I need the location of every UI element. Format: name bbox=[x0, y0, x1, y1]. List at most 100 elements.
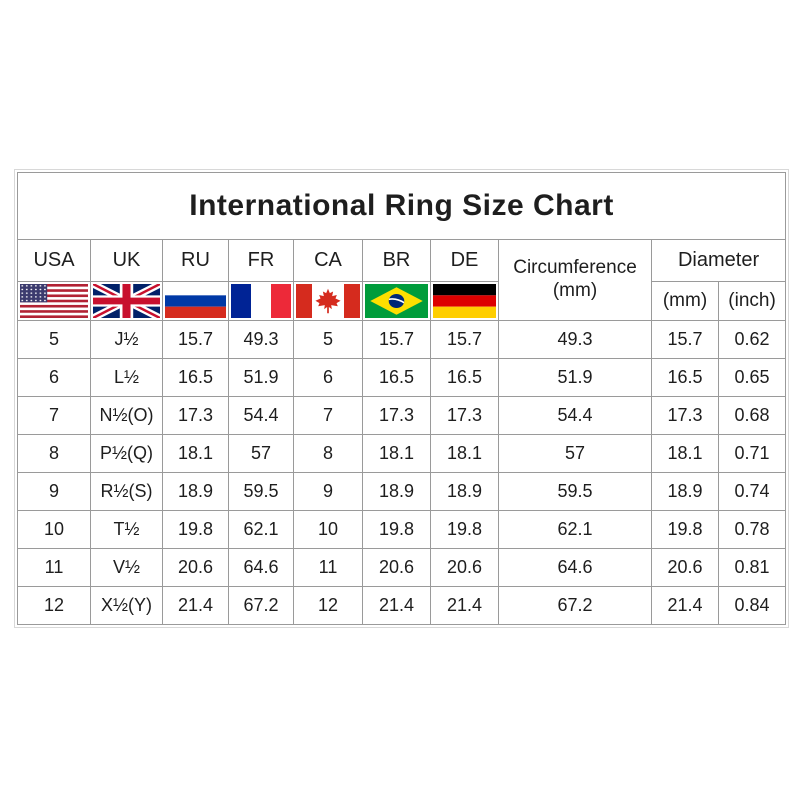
table-cell: 21.4 bbox=[162, 586, 229, 625]
table-cell: 18.1 bbox=[362, 434, 431, 473]
table-cell: 16.5 bbox=[362, 358, 431, 397]
table-cell: R½(S) bbox=[90, 472, 163, 511]
table-cell: 18.9 bbox=[430, 472, 499, 511]
table-row: 10 T½ 19.8 62.1 10 19.8 19.8 62.1 19.8 0.78 bbox=[17, 510, 787, 549]
flag-cell-br bbox=[362, 281, 431, 321]
table-cell: 17.3 bbox=[430, 396, 499, 435]
table-cell: N½(O) bbox=[90, 396, 163, 435]
table-cell: 20.6 bbox=[430, 548, 499, 587]
ring-size-chart-frame: International Ring Size Chart USA UK RU … bbox=[14, 169, 790, 628]
table-cell: 19.8 bbox=[430, 510, 499, 549]
de-flag-icon bbox=[432, 283, 498, 319]
column-header-de: DE bbox=[430, 239, 499, 282]
table-row: 7 N½(O) 17.3 54.4 7 17.3 17.3 54.4 17.3 0.68 bbox=[17, 396, 787, 435]
table-cell: 11 bbox=[293, 548, 363, 587]
table-cell: 18.1 bbox=[162, 434, 229, 473]
table-cell: 19.8 bbox=[362, 510, 431, 549]
column-header-row: USA UK RU FR CA BR DE Circumference (mm)… bbox=[17, 239, 787, 321]
circumference-unit: (mm) bbox=[552, 280, 598, 301]
table-cell: 15.7 bbox=[362, 320, 431, 359]
table-cell: 8 bbox=[17, 434, 91, 473]
br-flag-icon bbox=[364, 283, 430, 319]
table-cell: 0.62 bbox=[717, 320, 787, 359]
table-cell: P½(Q) bbox=[90, 434, 163, 473]
table-cell: 16.5 bbox=[162, 358, 229, 397]
table-cell: 49.3 bbox=[498, 320, 652, 359]
table-cell: 0.68 bbox=[717, 396, 787, 435]
table-cell: 15.7 bbox=[651, 320, 719, 359]
flag-row: (mm) (inch) bbox=[17, 281, 787, 321]
table-cell: 0.78 bbox=[717, 510, 787, 549]
table-cell: 7 bbox=[293, 396, 363, 435]
flag-cell-uk bbox=[90, 281, 163, 321]
diameter-unit-inch: (inch) bbox=[717, 281, 787, 321]
table-cell: 6 bbox=[17, 358, 91, 397]
table-cell: 20.6 bbox=[362, 548, 431, 587]
table-cell: 6 bbox=[293, 358, 363, 397]
table-cell: 57 bbox=[228, 434, 294, 473]
table-cell: 9 bbox=[17, 472, 91, 511]
table-cell: 18.1 bbox=[651, 434, 719, 473]
title-row: International Ring Size Chart bbox=[16, 172, 787, 240]
circumference-label: Circumference bbox=[513, 257, 637, 279]
table-cell: 49.3 bbox=[228, 320, 294, 359]
table-cell: 19.8 bbox=[651, 510, 719, 549]
table-cell: 7 bbox=[17, 396, 91, 435]
table-cell: 18.1 bbox=[430, 434, 499, 473]
column-header-ru: RU bbox=[162, 239, 229, 282]
column-header-diameter: Diameter bbox=[650, 239, 787, 282]
table-cell: 64.6 bbox=[228, 548, 294, 587]
table-cell: X½(Y) bbox=[90, 586, 163, 625]
table-cell: 10 bbox=[17, 510, 91, 549]
table-row: 9 R½(S) 18.9 59.5 9 18.9 18.9 59.5 18.9 0.74 bbox=[17, 472, 787, 511]
table-row: 5 J½ 15.7 49.3 5 15.7 15.7 49.3 15.7 0.62 bbox=[17, 320, 787, 359]
table-cell: 17.3 bbox=[651, 396, 719, 435]
table-cell: 0.74 bbox=[717, 472, 787, 511]
table-cell: 54.4 bbox=[498, 396, 652, 435]
table-cell: 59.5 bbox=[498, 472, 652, 511]
us-flag-icon bbox=[19, 283, 90, 319]
column-header-circumference: Circumference (mm) bbox=[498, 239, 652, 321]
flag-cell-fr bbox=[228, 281, 294, 321]
table-cell: 18.9 bbox=[162, 472, 229, 511]
table-cell: 5 bbox=[17, 320, 91, 359]
table-cell: 57 bbox=[498, 434, 652, 473]
table-cell: 20.6 bbox=[162, 548, 229, 587]
table-cell: 18.9 bbox=[651, 472, 719, 511]
table-cell: 21.4 bbox=[362, 586, 431, 625]
table-cell: 16.5 bbox=[651, 358, 719, 397]
table-cell: 15.7 bbox=[162, 320, 229, 359]
table-cell: 21.4 bbox=[651, 586, 719, 625]
flag-cell-ca bbox=[293, 281, 363, 321]
column-header-uk: UK bbox=[90, 239, 163, 282]
table-cell: 62.1 bbox=[228, 510, 294, 549]
table-cell: 12 bbox=[293, 586, 363, 625]
table-cell: 19.8 bbox=[162, 510, 229, 549]
table-cell: 20.6 bbox=[651, 548, 719, 587]
column-header-ca: CA bbox=[293, 239, 363, 282]
page-title: International Ring Size Chart bbox=[16, 172, 787, 240]
table-cell: 54.4 bbox=[228, 396, 294, 435]
table-cell: 17.3 bbox=[162, 396, 229, 435]
table-row: 8 P½(Q) 18.1 57 8 18.1 18.1 57 18.1 0.71 bbox=[17, 434, 787, 473]
column-header-br: BR bbox=[362, 239, 431, 282]
table-body: 5 J½ 15.7 49.3 5 15.7 15.7 49.3 15.7 0.62 6 L½ 16.5 5… bbox=[17, 320, 787, 625]
table-cell: V½ bbox=[90, 548, 163, 587]
table-cell: 9 bbox=[293, 472, 363, 511]
table-cell: 5 bbox=[293, 320, 363, 359]
table-cell: 62.1 bbox=[498, 510, 652, 549]
table-cell: 10 bbox=[293, 510, 363, 549]
table-cell: 67.2 bbox=[498, 586, 652, 625]
table-cell: 21.4 bbox=[430, 586, 499, 625]
table-cell: 17.3 bbox=[362, 396, 431, 435]
table-cell: 0.81 bbox=[717, 548, 787, 587]
table-cell: 8 bbox=[293, 434, 363, 473]
table-cell: 18.9 bbox=[362, 472, 431, 511]
table-cell: 51.9 bbox=[228, 358, 294, 397]
table-cell: 0.65 bbox=[717, 358, 787, 397]
flag-cell-usa bbox=[17, 281, 91, 321]
table-cell: 59.5 bbox=[228, 472, 294, 511]
fr-flag-icon bbox=[230, 283, 293, 319]
uk-flag-icon bbox=[92, 283, 162, 319]
